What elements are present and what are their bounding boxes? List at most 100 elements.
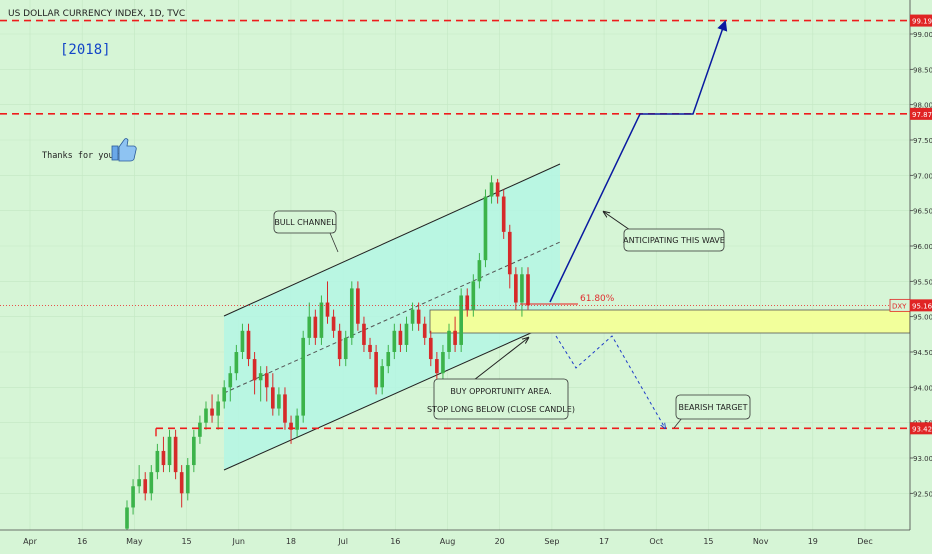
channel-mid-line <box>223 241 561 394</box>
buy-area-label-1: BUY OPPORTUNITY AREA. <box>450 387 551 396</box>
candle-body <box>313 316 318 338</box>
candle <box>179 465 184 508</box>
candle-body <box>258 373 263 381</box>
price-axis[interactable]: 92.5093.0093.5094.0094.5095.0095.5096.00… <box>889 0 932 550</box>
bull-channel-callout: BULL CHANNEL <box>273 210 339 253</box>
bearish-wave-path <box>555 335 665 428</box>
level-price-tag <box>910 14 932 27</box>
candle-body <box>459 295 463 345</box>
candle-body <box>331 316 336 331</box>
candle <box>204 401 208 430</box>
candle-body <box>520 274 524 303</box>
candle-body <box>185 465 190 494</box>
candle-body <box>252 359 257 381</box>
candle <box>398 323 403 352</box>
time-axis[interactable]: Apr 16 May 15 Jun 18 Jul 16 Aug 20 Sep 17 Oct 15 Nov 19… <box>0 529 932 550</box>
candle-body <box>471 281 476 310</box>
candle <box>435 352 439 381</box>
candle <box>143 472 148 501</box>
candle <box>192 429 196 473</box>
thumbs-up-icon <box>111 138 137 162</box>
candle <box>210 394 214 423</box>
time-tick-label: Jun <box>232 537 246 546</box>
candle-body <box>514 274 518 303</box>
candle <box>380 359 385 395</box>
candle <box>325 281 330 324</box>
candle-body <box>380 366 385 388</box>
candle-body <box>228 373 233 388</box>
anticipating-callout: ANTICIPATING THIS WAVE <box>604 212 725 252</box>
anticipating-label: ANTICIPATING THIS WAVE <box>623 236 725 245</box>
candle-body <box>131 486 135 508</box>
candle-body <box>283 394 287 423</box>
candle <box>362 316 366 352</box>
price-tick-label: 98.50 <box>913 66 932 74</box>
candle-body <box>337 330 342 360</box>
price-tick-label: 94.50 <box>913 349 932 357</box>
candle-body <box>240 330 245 352</box>
candle-body <box>453 330 457 345</box>
candle <box>343 330 348 367</box>
price-tick-label: 96.00 <box>913 243 932 251</box>
candle <box>301 330 306 423</box>
candle-body <box>222 387 227 402</box>
time-tick-label: 16 <box>77 537 87 546</box>
candle <box>416 302 421 331</box>
buy-area-label-2: STOP LONG BELOW (CLOSE CANDLE) <box>427 405 575 414</box>
time-tick-label: Jul <box>337 537 348 546</box>
chart-title: US DOLLAR CURRENCY INDEX, 1D, TVC <box>8 9 185 19</box>
candle-body <box>277 394 281 409</box>
candle-body <box>319 302 324 338</box>
price-tick-label: 96.50 <box>913 208 932 216</box>
candle <box>349 281 354 345</box>
candle <box>307 302 312 345</box>
candle-body <box>301 337 306 416</box>
time-tick-label: Oct <box>649 537 663 546</box>
price-tick-label: 94.00 <box>913 384 932 392</box>
candle <box>198 415 202 444</box>
candle <box>495 178 500 204</box>
price-tick-label: 95.00 <box>913 314 932 322</box>
candle <box>410 302 415 331</box>
candle <box>149 465 154 501</box>
candle-body <box>155 450 160 473</box>
candle <box>185 458 190 501</box>
candle <box>319 295 324 345</box>
candle-body <box>173 436 178 473</box>
candle-body <box>143 479 148 494</box>
candle-body <box>435 359 439 374</box>
candle-body <box>416 309 421 324</box>
candle <box>471 274 476 317</box>
candle-body <box>264 373 269 388</box>
candle-body <box>398 330 403 345</box>
price-tick-label: 95.50 <box>913 278 932 286</box>
candle-body <box>234 352 239 374</box>
level-price-label: 99.19 <box>912 18 932 26</box>
candle-body <box>495 182 500 197</box>
candle <box>428 330 433 367</box>
time-axis-bg <box>0 530 932 550</box>
candle-body <box>362 323 366 345</box>
time-tick-label: 19 <box>808 537 818 546</box>
candle-body <box>198 422 202 437</box>
candle-body <box>125 507 129 529</box>
candle-body <box>489 182 494 197</box>
candle-body <box>404 323 409 345</box>
price-tick-label: 98.00 <box>913 102 932 110</box>
candle-body <box>137 479 141 487</box>
candle-body <box>501 196 506 232</box>
level-price-label: 97.87 <box>912 111 932 119</box>
candle-body <box>307 316 312 338</box>
candle <box>520 267 524 317</box>
candle <box>483 189 488 268</box>
candle-body <box>526 274 530 306</box>
candle-body <box>507 231 512 275</box>
candle-body <box>422 323 427 338</box>
candle-body <box>325 302 330 317</box>
candle <box>489 175 494 204</box>
level-price-tag <box>910 107 932 120</box>
candle <box>459 288 463 352</box>
candle <box>477 253 482 289</box>
candle-body <box>368 344 372 352</box>
candle-body <box>441 352 445 374</box>
